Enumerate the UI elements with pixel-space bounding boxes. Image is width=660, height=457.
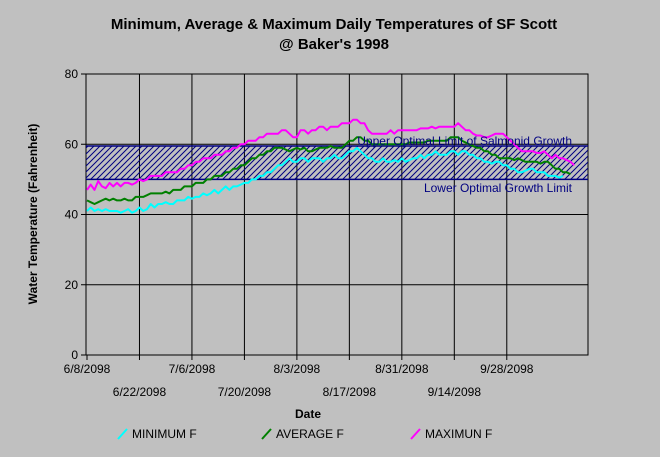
- y-axis-ticks: 0 20 40 60 80: [65, 67, 86, 362]
- x-tick-label: 6/8/2098: [64, 362, 111, 376]
- x-tick-label: 8/3/2098: [274, 362, 321, 376]
- legend-swatch: [410, 428, 421, 440]
- y-tick-label: 60: [65, 137, 79, 151]
- series-lines: [86, 118, 575, 214]
- legend-swatch: [117, 428, 128, 440]
- optimal-growth-band: [86, 145, 588, 181]
- legend-swatch: [261, 428, 272, 440]
- lower-limit-label: Lower Optimal Growth Limit: [424, 181, 573, 195]
- band-hatch: [86, 146, 588, 180]
- series-line-minimum-f: [86, 146, 564, 214]
- x-tick-label: 7/6/2098: [169, 362, 216, 376]
- x-tick-label: 7/20/2098: [218, 385, 272, 399]
- chart-subtitle: @ Baker's 1998: [279, 36, 389, 53]
- legend-label: AVERAGE F: [276, 427, 344, 441]
- x-tick-label: 9/28/2098: [480, 362, 534, 376]
- series-line-maximun-f: [86, 118, 575, 191]
- x-tick-label: 8/17/2098: [323, 385, 377, 399]
- x-tick-label: 6/22/2098: [113, 385, 167, 399]
- x-tick-label: 9/14/2098: [428, 385, 482, 399]
- legend: MINIMUM F AVERAGE F MAXIMUN F: [117, 427, 492, 441]
- x-axis-ticks: 6/8/2098 7/6/2098 8/3/2098 8/31/2098 9/28/20…: [64, 355, 534, 399]
- upper-limit-label: Upper Optimal Limit of Salmonid Growth: [357, 134, 572, 148]
- legend-label: MINIMUM F: [132, 427, 197, 441]
- x-axis-title: Date: [295, 407, 321, 421]
- series-line-average-f: [86, 136, 571, 205]
- legend-label: MAXIMUN F: [425, 427, 492, 441]
- gridlines: [86, 74, 588, 355]
- chart-title: Minimum, Average & Maximum Daily Tempera…: [111, 16, 557, 33]
- y-tick-label: 20: [65, 278, 79, 292]
- y-axis-title: Water Temperature (Fahrenheit): [26, 124, 40, 305]
- x-tick-label: 8/31/2098: [375, 362, 429, 376]
- y-tick-label: 0: [71, 348, 78, 362]
- y-tick-label: 40: [65, 208, 79, 222]
- y-tick-label: 80: [65, 67, 79, 81]
